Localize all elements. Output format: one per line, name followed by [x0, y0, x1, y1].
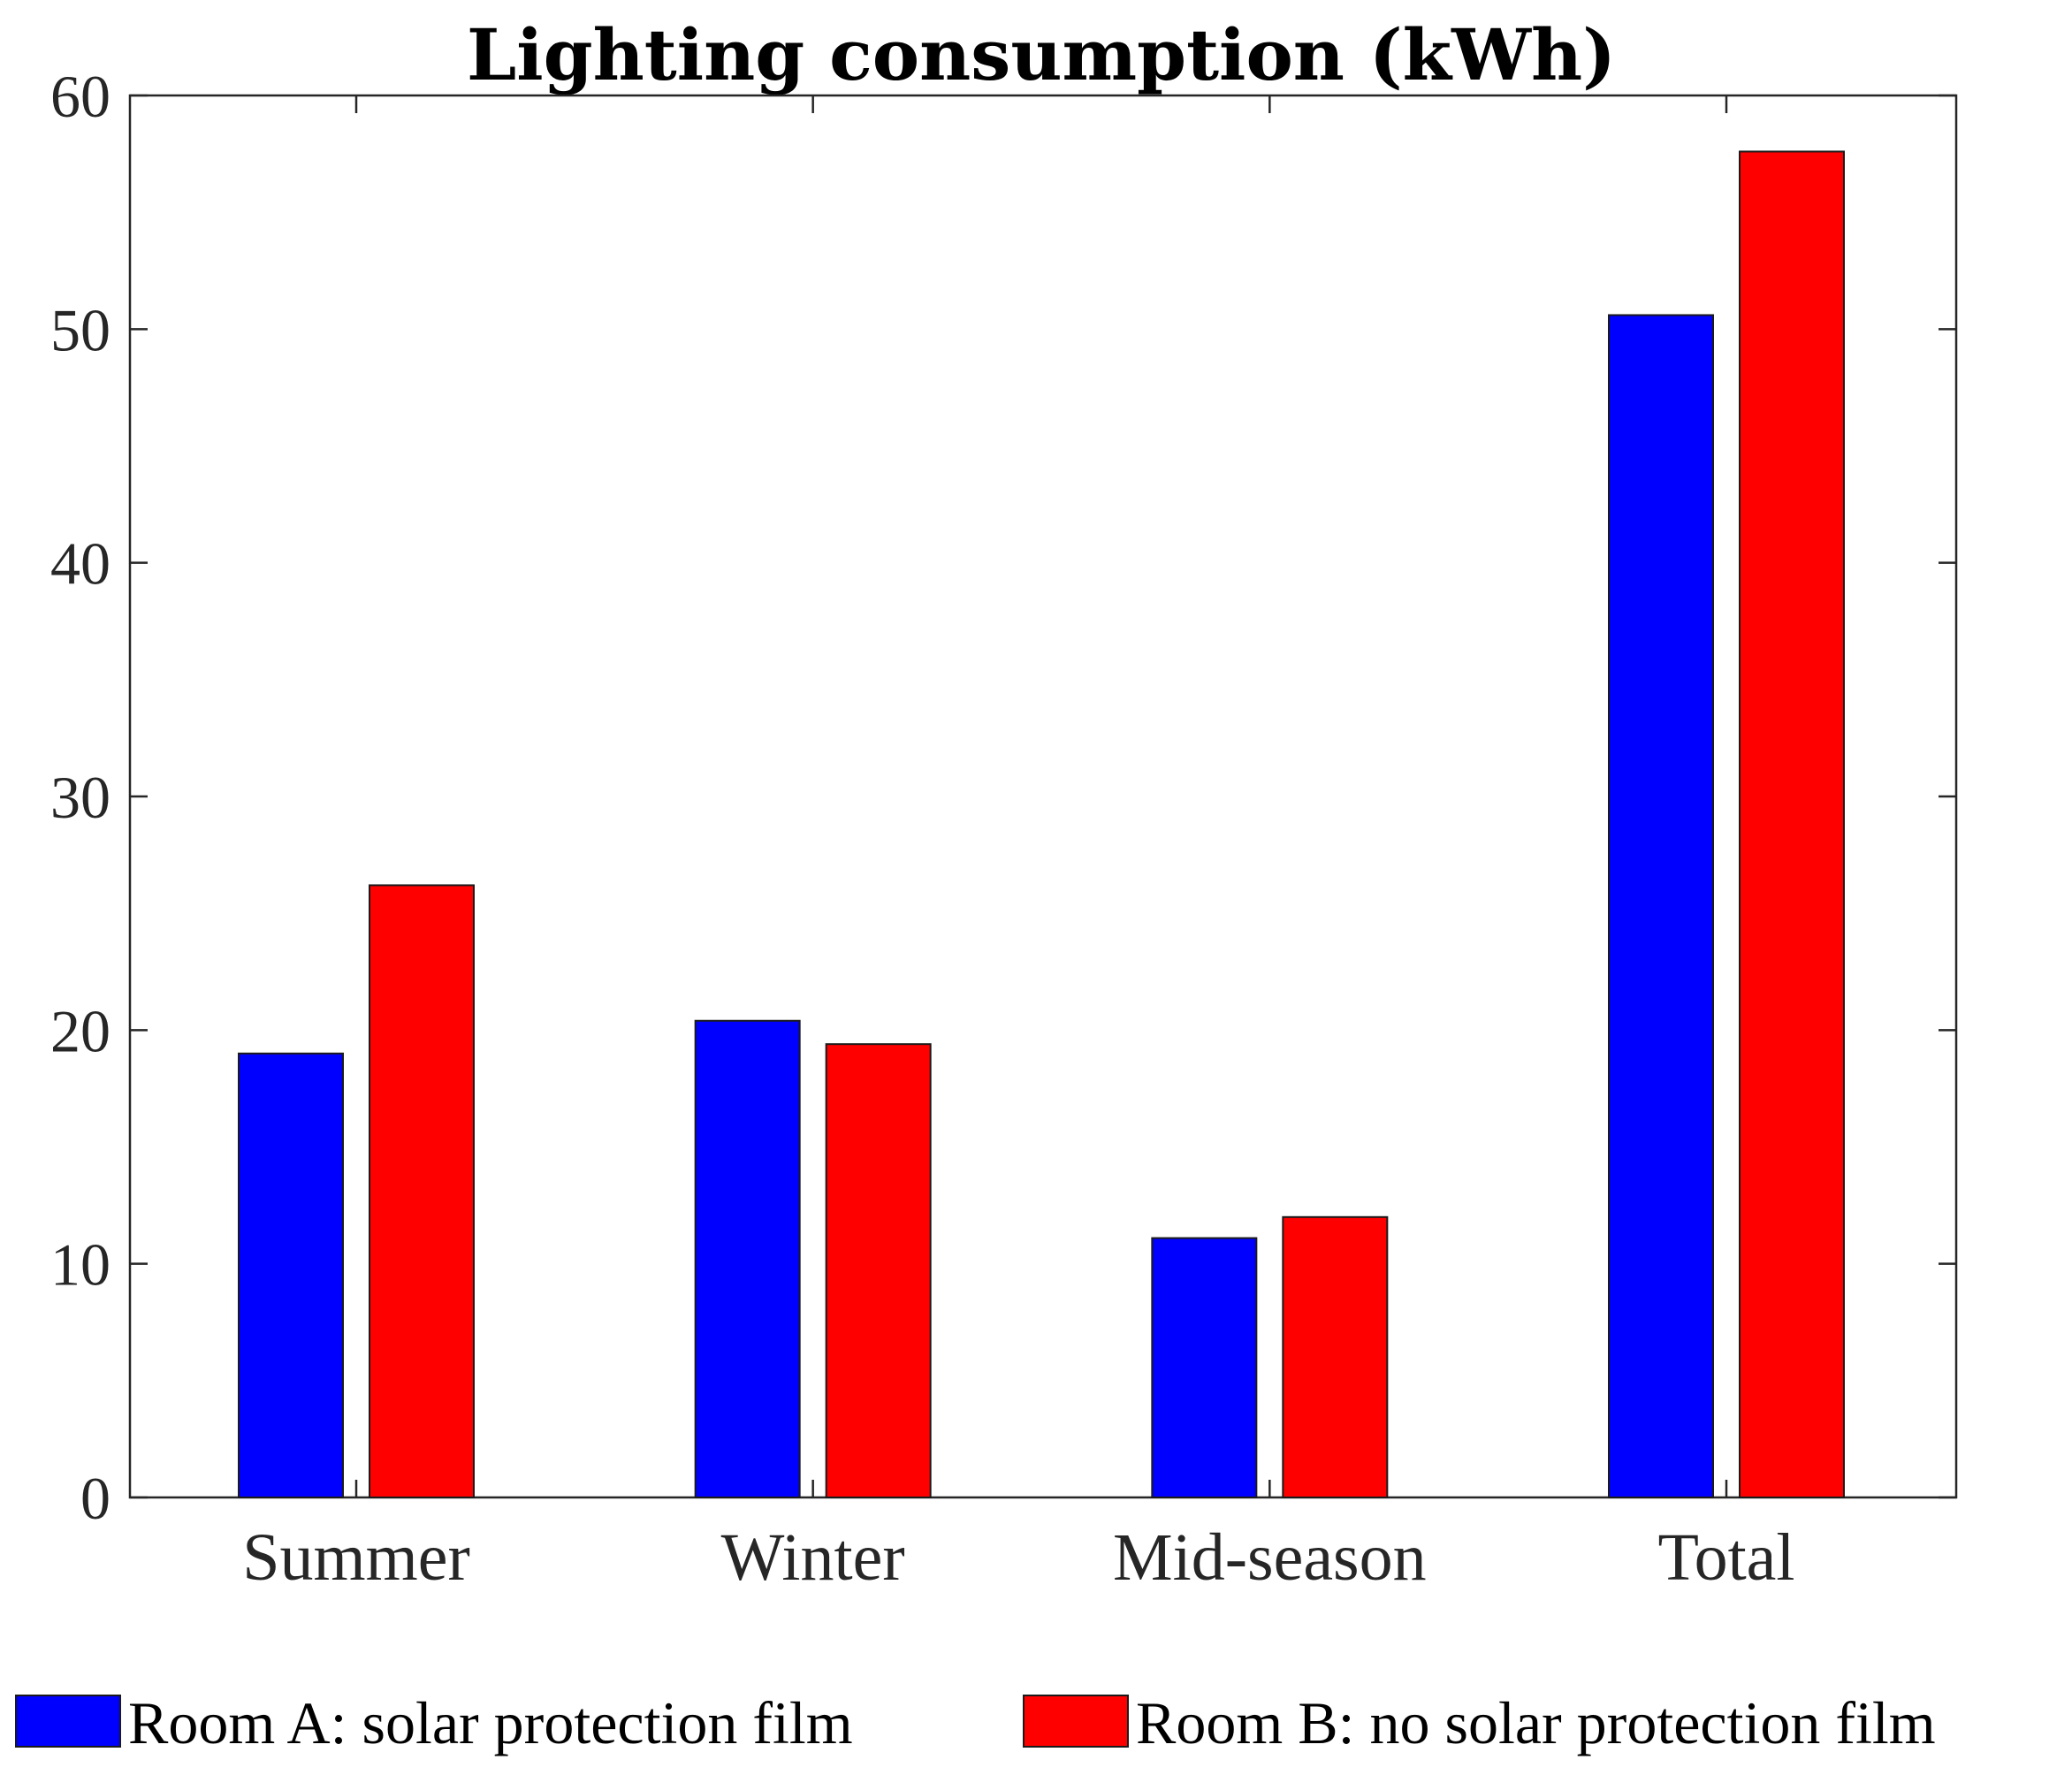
bar-room-a-total	[1608, 314, 1714, 1498]
legend: Room A: solar protection film Room B: no …	[15, 1689, 1936, 1756]
bar-room-a-mid-season	[1151, 1237, 1258, 1498]
legend-label-room-a: Room A: solar protection film	[128, 1689, 853, 1756]
x-tick-label: Winter	[721, 1520, 905, 1595]
legend-label-room-b: Room B: no solar protection film	[1136, 1689, 1936, 1756]
x-tick-label: Total	[1657, 1520, 1794, 1595]
bar-room-b-mid-season	[1282, 1215, 1389, 1499]
x-tick-label: Mid-season	[1113, 1520, 1427, 1595]
bar-room-b-winter	[825, 1043, 932, 1498]
y-tick-label: 50	[50, 296, 110, 363]
legend-swatch-room-a	[15, 1695, 121, 1748]
x-tick-label: Summer	[242, 1520, 470, 1595]
legend-swatch-room-b	[1023, 1695, 1129, 1748]
y-tick-label: 20	[50, 997, 110, 1064]
y-tick-label: 10	[50, 1231, 110, 1299]
y-tick-label: 60	[50, 63, 110, 130]
y-tick-label: 0	[80, 1465, 110, 1532]
y-axis: 0 10 20 30 40 50 60	[50, 63, 1956, 1532]
y-tick-label: 30	[50, 764, 110, 831]
bars	[238, 150, 1845, 1499]
y-tick-label: 40	[50, 530, 110, 598]
x-axis: Summer Winter Mid-season Total	[242, 95, 1795, 1595]
bar-room-b-summer	[369, 884, 475, 1498]
bar-room-a-winter	[694, 1019, 801, 1498]
bar-room-b-total	[1739, 150, 1845, 1499]
chart-title: Lighting consumption (kWh)	[467, 13, 1616, 96]
bar-room-a-summer	[238, 1052, 344, 1499]
